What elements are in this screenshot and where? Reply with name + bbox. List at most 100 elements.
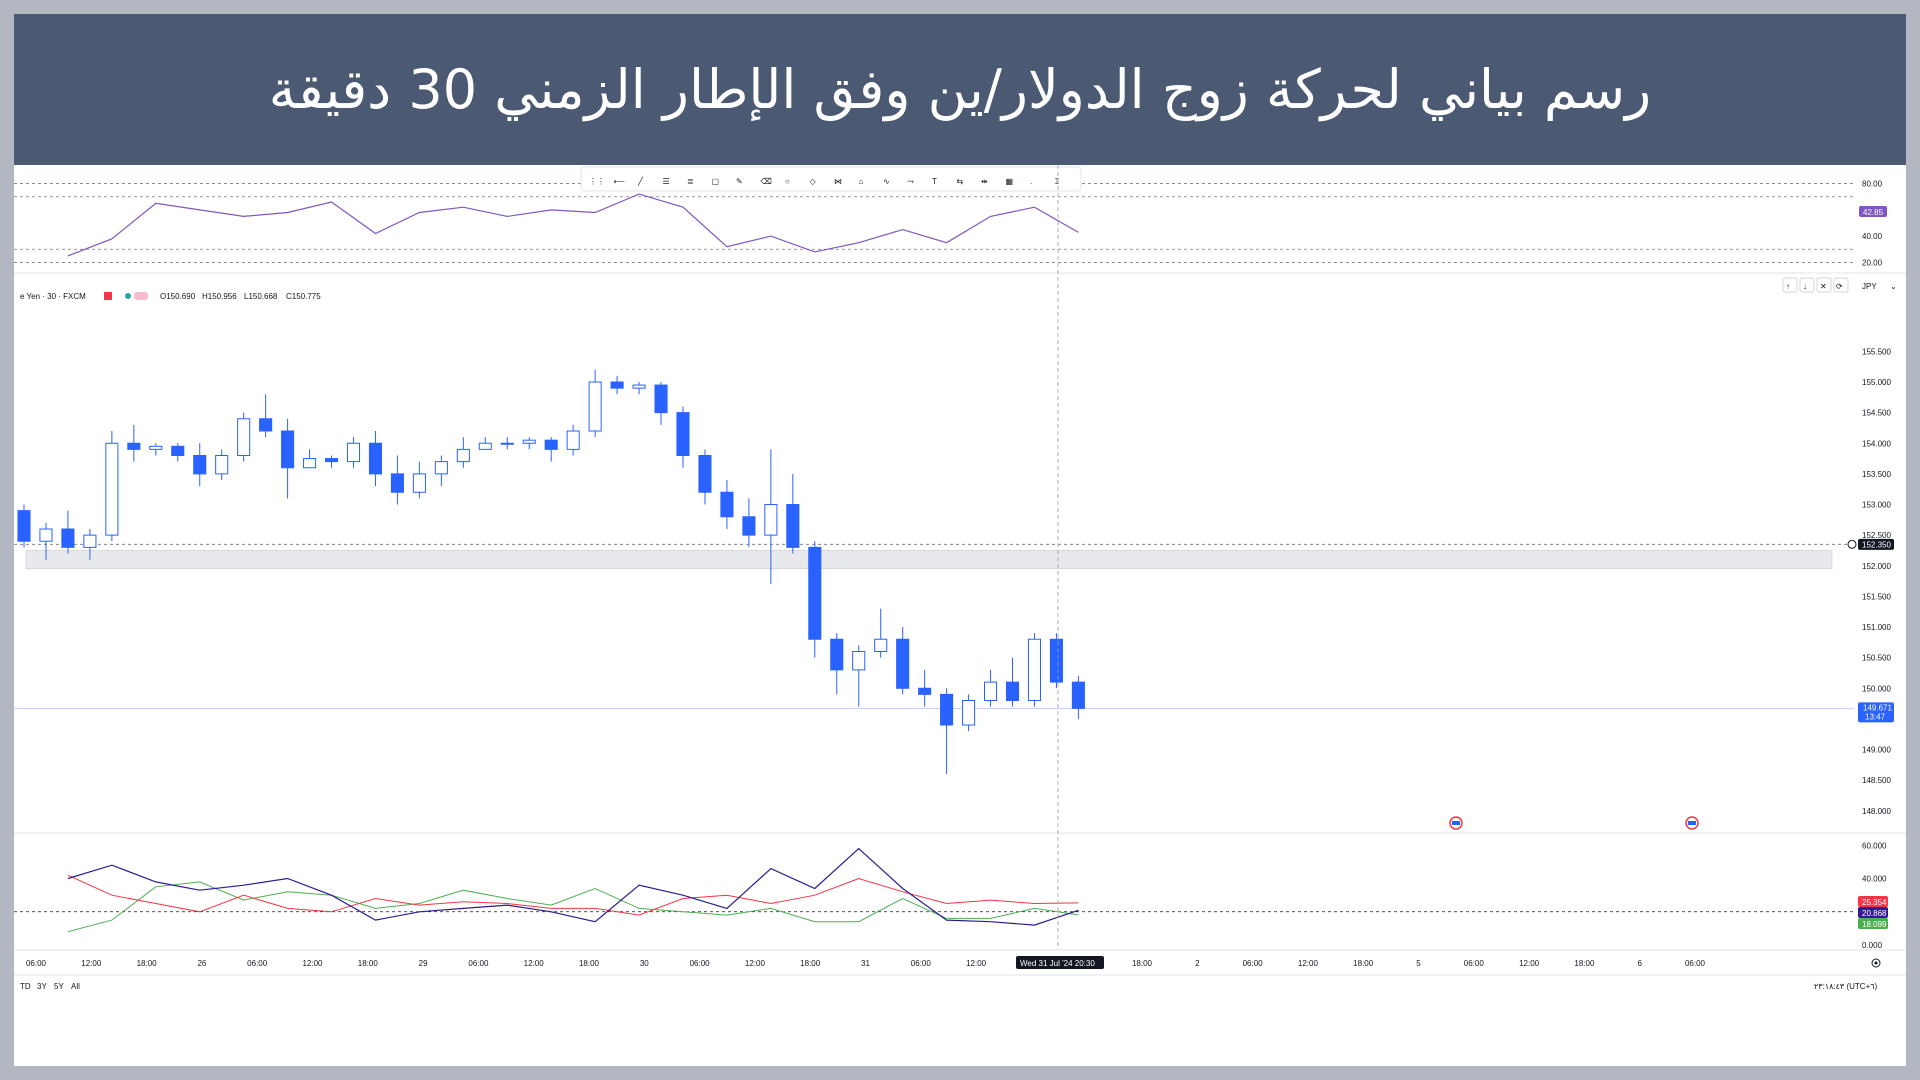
scale-close-button[interactable] (1816, 277, 1832, 293)
candle[interactable] (281, 418, 295, 499)
event-marker-1[interactable] (1449, 816, 1463, 830)
candle[interactable] (105, 431, 119, 542)
text-cursor-icon[interactable]: ⌶ (1055, 177, 1060, 186)
candle[interactable] (918, 669, 932, 707)
circle-icon[interactable]: ○ (785, 177, 790, 186)
candle[interactable] (61, 510, 75, 554)
price-panel[interactable]: e Yen · 30 · FXCM O150.690 H150.956 L150… (14, 277, 1897, 830)
time-tick-label: 18:00 (800, 959, 821, 968)
candle[interactable] (171, 443, 185, 462)
event-marker-2[interactable] (1685, 816, 1699, 830)
price-scale-controls[interactable]: ↑ ↓ ✕ ⟳ JPY ⌄ (1782, 277, 1897, 293)
candle[interactable] (237, 412, 251, 462)
candle[interactable] (1071, 676, 1085, 719)
path-icon[interactable]: ⤳ (908, 177, 915, 186)
range-button-5y[interactable]: 5Y (54, 982, 64, 991)
candle[interactable] (39, 522, 53, 560)
fib-icon[interactable]: ≣ (687, 177, 694, 186)
candle[interactable] (149, 443, 163, 456)
level-price-tag[interactable]: 152.350 (1847, 538, 1894, 550)
wave-icon[interactable]: ∿ (883, 177, 890, 186)
candle[interactable] (368, 431, 383, 487)
candle[interactable] (654, 382, 668, 425)
candle[interactable] (786, 473, 800, 554)
range-button-td[interactable]: TD (20, 982, 31, 991)
range-button-all[interactable]: All (71, 982, 80, 991)
candle[interactable] (127, 424, 141, 462)
currency-label[interactable]: JPY (1862, 282, 1877, 291)
candle[interactable] (215, 449, 229, 480)
candle[interactable] (303, 449, 317, 469)
candle[interactable] (456, 437, 470, 468)
candle[interactable] (764, 449, 778, 585)
parallel-channel-icon[interactable]: ☰ (663, 177, 670, 186)
trend-line-icon[interactable]: ╱ (637, 176, 644, 186)
eraser-icon[interactable]: ⌫ (761, 177, 772, 186)
candle[interactable] (896, 627, 910, 695)
brush-icon[interactable]: ✎ (736, 177, 743, 186)
table-icon[interactable]: ▦ (1006, 177, 1014, 186)
measure-icon[interactable]: ⇹ (981, 177, 988, 186)
candle[interactable] (983, 669, 998, 707)
candle[interactable] (544, 437, 558, 462)
callout-icon[interactable]: ⌂ (859, 177, 864, 186)
candle[interactable] (808, 541, 822, 658)
candle[interactable] (698, 449, 712, 505)
cross-line-icon[interactable]: ⟵ (614, 177, 626, 186)
settings-button[interactable] (1871, 958, 1881, 968)
scale-up-button[interactable] (1782, 277, 1798, 293)
candle[interactable] (1027, 633, 1042, 707)
page-title: رسم بياني لحركة زوج الدولار/ين وفق الإطا… (268, 58, 1652, 121)
rectangle-icon[interactable]: ▢ (712, 177, 720, 186)
candle[interactable] (346, 437, 361, 468)
candle[interactable] (962, 694, 976, 732)
dot-icon[interactable]: . (1030, 177, 1032, 186)
candle[interactable] (193, 443, 207, 487)
close-icon: ✕ (1820, 282, 1827, 291)
drawing-toolbar[interactable]: ⋮⋮ ⟵ ╱ ☰ ≣ ▢ ✎ ⌫ ○ ◇ ⋈ ⌂ ∿ ⤳ T ⇆ ⇹ ▦. ⌶ (580, 166, 1082, 192)
candle[interactable] (852, 645, 866, 707)
support-zone[interactable] (25, 550, 1833, 570)
candle[interactable] (940, 688, 954, 774)
candle[interactable] (632, 382, 646, 395)
range-selector[interactable]: TD 3Y 5Y All (20, 982, 80, 991)
candle[interactable] (324, 455, 339, 468)
scale-down-button[interactable] (1799, 277, 1815, 293)
candle[interactable] (83, 529, 97, 560)
candle[interactable] (500, 437, 514, 450)
time-axis[interactable]: 06:00 12:00 18:00 26 06:00 12:00 18:00 29 06:00 1… (26, 959, 1706, 968)
candle[interactable] (830, 633, 844, 695)
candle[interactable] (522, 437, 536, 450)
arrow-lines-icon[interactable]: ⇆ (957, 177, 964, 186)
candle[interactable] (17, 504, 31, 548)
candle[interactable] (259, 394, 273, 438)
candle[interactable] (478, 437, 492, 450)
candle[interactable] (434, 455, 448, 487)
chevron-down-icon[interactable]: ⌄ (1890, 282, 1897, 291)
candle[interactable] (566, 424, 580, 456)
price-tick-label: 153.500 (1862, 470, 1891, 479)
drag-handle-icon[interactable]: ⋮⋮ (589, 177, 605, 186)
time-tick-label: 18:00 (579, 959, 600, 968)
candle[interactable] (742, 498, 756, 548)
candle[interactable] (1049, 633, 1063, 689)
candle[interactable] (720, 480, 734, 529)
timezone-clock[interactable]: ٢٣:١٨:٤٣ (UTC+٦) (1814, 982, 1878, 991)
candle[interactable] (412, 461, 426, 499)
candle[interactable] (874, 608, 888, 658)
candle[interactable] (610, 375, 624, 395)
candle[interactable] (390, 455, 404, 505)
text-icon[interactable]: T (932, 177, 937, 186)
arrow-up-icon: ↑ (1786, 282, 1790, 291)
candle[interactable] (588, 369, 602, 438)
diamond-icon[interactable]: ◇ (810, 177, 817, 186)
candle[interactable] (676, 406, 690, 468)
range-button-3y[interactable]: 3Y (37, 982, 47, 991)
xabcd-pattern-icon[interactable]: ⋈ (834, 177, 842, 186)
legend-symbol[interactable]: e Yen · 30 · FXCM (20, 292, 86, 301)
candle[interactable] (1005, 657, 1020, 707)
scale-reset-button[interactable] (1833, 277, 1849, 293)
